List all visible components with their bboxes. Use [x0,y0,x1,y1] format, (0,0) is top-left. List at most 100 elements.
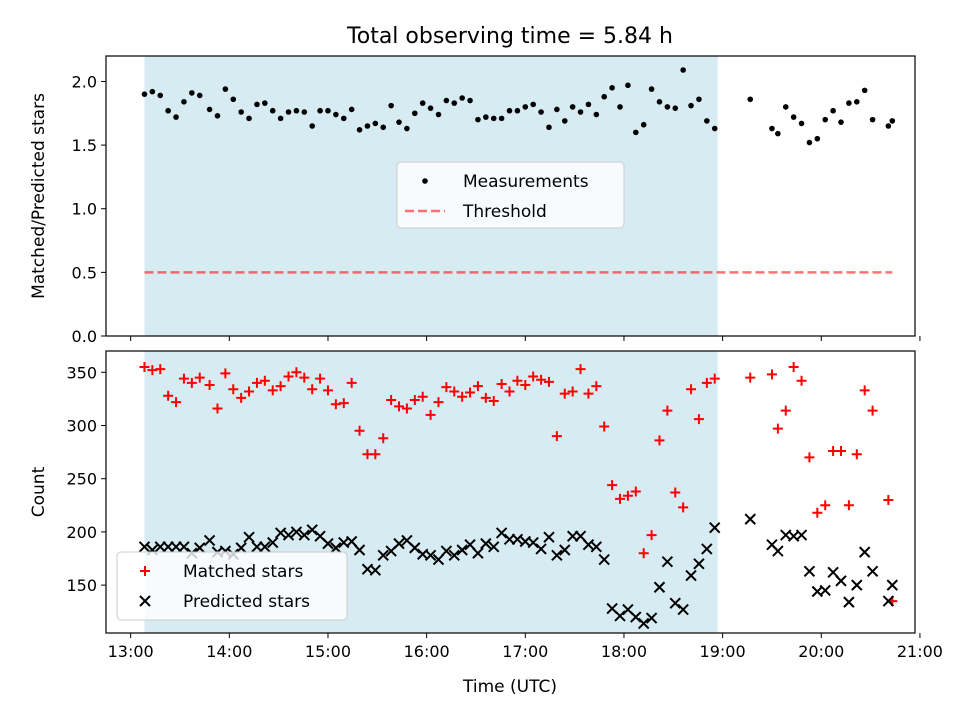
measurement-point [790,114,797,120]
predicted-star-point [267,536,279,549]
measurement-point [325,107,331,114]
predicted-star-point [590,541,603,553]
measurement-point [782,104,789,110]
predicted-star-point [306,524,318,536]
matched-star-point [178,373,189,384]
bottom-panel: 13:00 14:00 15:00 16:00 17:00 18:00 19:00 20:00… [29,350,943,661]
predicted-star-point [772,545,784,557]
measurement-point [317,107,323,114]
predicted-star-point [866,565,879,577]
measurement-point [672,105,679,111]
measurement-point [593,111,600,118]
matched-star-point [543,376,554,387]
matched-star-point [433,397,444,408]
measurement-point [196,92,203,99]
matched-star-point [307,384,318,395]
matched-star-point [338,398,349,409]
measurement-point [769,125,775,132]
predicted-star-point [882,595,895,607]
matched-star-point [251,377,262,388]
measurement-point [830,107,836,114]
measurement-point [490,115,497,122]
measurement-point [157,92,164,99]
top-y-axis-label: Matched/Predicted stars [29,93,49,299]
predicted-star-point [598,553,610,566]
matched-star-point [670,487,681,498]
y-tick-label: 1.5 [72,136,97,155]
measurement-point [246,115,252,122]
predicted-star-point [795,529,808,541]
measurement-point [632,129,639,136]
measurement-point [846,100,852,106]
top-legend: Measurements Threshold [396,161,625,229]
measurement-point [522,104,529,110]
matched-star-point [409,394,420,405]
matched-star-point [480,392,491,403]
measurement-point [467,97,473,104]
matched-star-point [425,409,436,420]
predicted-star-point [194,542,206,554]
predicted-star-point [559,544,571,556]
measurement-point [561,118,568,124]
measurement-point [372,120,379,127]
x-tick-label: 21:00 [897,642,943,661]
x-tick-label: 13:00 [108,642,154,661]
predicted-star-point [393,537,405,550]
measurement-point [664,104,671,110]
measurement-point [475,116,481,123]
matched-star-point [386,394,397,405]
matched-star-point [394,401,405,412]
measurement-point [404,125,410,132]
matched-star-point [591,381,602,392]
measurement-point [838,119,844,125]
measurement-point [569,104,576,110]
predicted-star-point [653,581,666,593]
y-tick-label: 150 [66,576,97,595]
predicted-star-point [369,564,382,576]
predicted-star-point [551,549,563,562]
measurement-point [333,111,339,118]
measurement-point [348,106,355,113]
legend-matched-key [140,566,150,576]
measurement-point [889,118,896,124]
measurement-point [435,111,442,118]
matched-star-point [622,490,633,501]
measurement-point [506,107,513,114]
matched-star-point [867,405,878,416]
matched-star-point [551,431,562,442]
matched-star-point [883,494,894,505]
matched-star-point [236,392,247,403]
matched-star-point [322,385,333,396]
legend-label: Predicted stars [183,592,310,612]
matched-star-point [275,381,286,392]
predicted-star-point [282,529,295,541]
bottom-legend: Matched stars Predicted stars [116,551,348,621]
measurement-point [269,107,276,114]
predicted-star-point [685,569,697,582]
y-tick-label: 0.0 [72,327,97,346]
predicted-star-point [645,612,658,624]
legend-measurement-key [422,178,428,184]
measurement-point [601,93,608,100]
measurement-point [853,99,860,105]
predicted-star-point [243,531,255,543]
matched-star-point [851,449,862,460]
matched-star-point [291,367,302,378]
matched-star-point [575,364,586,375]
matched-star-point [457,391,468,402]
x-tick-label: 17:00 [502,642,548,661]
measurement-point [680,67,686,73]
matched-star-point [796,375,807,386]
matched-star-point [512,375,523,386]
predicted-star-point [456,544,468,556]
matched-star-point [528,371,539,382]
matched-star-point [283,371,294,382]
matched-star-point [638,548,649,559]
predicted-star-point [290,526,303,538]
measurement-point [443,97,450,104]
measurement-point [814,135,821,142]
predicted-star-point [709,521,721,534]
matched-star-point [662,405,673,416]
matched-star-point [804,452,815,463]
